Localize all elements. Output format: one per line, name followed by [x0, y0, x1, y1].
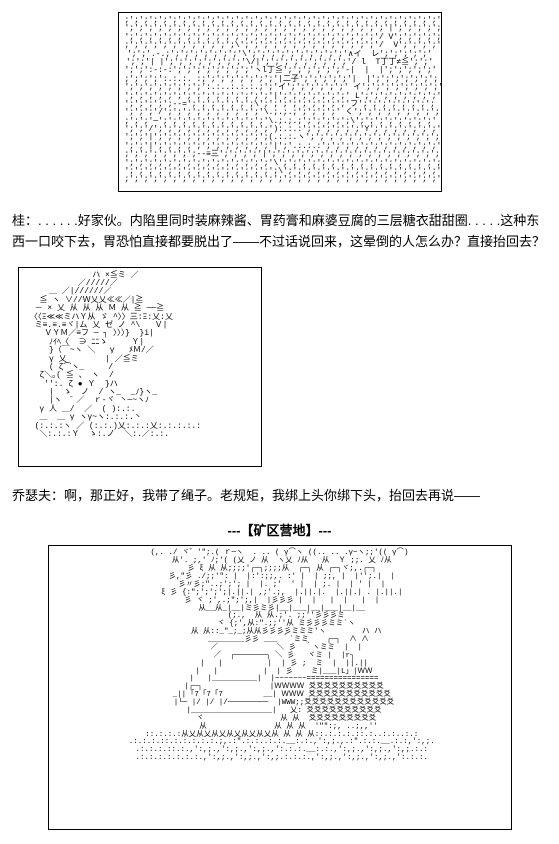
dialogue-line-1: 桂：. . . . . .好家伙。内陷里同时装麻辣酱、胃药膏和麻婆豆腐的三层糖衣… — [12, 211, 547, 253]
d1-lead: . . . . . . — [38, 213, 78, 228]
d1-trail: . . . . . — [468, 213, 501, 228]
ascii-panel-3: (,. ./ ヾ゛'";.( ｒ─ヽ . .. ( γ⌒ヽ ((.. .. .γ… — [48, 545, 512, 830]
d1-text: 好家伙。内陷里同时装麻辣酱、胃药膏和麻婆豆腐的三层糖衣甜甜圈 — [78, 213, 468, 228]
scene-divider: ---【矿区营地】--- — [12, 520, 547, 539]
d2-text: 啊，那正好，我带了绳子。老规矩，我绑上头你绑下头，抬回去再说—— — [64, 488, 480, 503]
d2-speaker: 乔瑟夫 — [12, 488, 51, 503]
ascii-panel-1: ;';';';';';';';';';';';';';';';';';';';'… — [118, 12, 442, 192]
d1-speaker: 桂 — [12, 213, 25, 228]
ascii-panel-2: ハ ×≦ミ ／ ／/////／ ＿ ／|//////／ ≦ ヽ ∨//Ｗ乂乂≪≪… — [18, 267, 262, 467]
dialogue-line-2: 乔瑟夫：啊，那正好，我带了绳子。老规矩，我绑上头你绑下头，抬回去再说—— — [12, 486, 547, 507]
